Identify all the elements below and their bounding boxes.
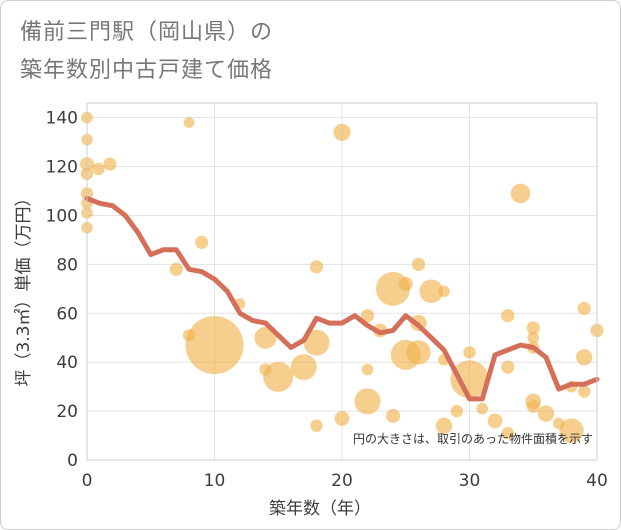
tick-labels: 0 20 40 60 80 100 120 140 0 10 20 30 40 xyxy=(46,109,608,491)
data-bubble xyxy=(463,346,476,359)
data-bubble xyxy=(386,408,400,423)
data-bubble xyxy=(537,405,555,422)
data-bubble xyxy=(435,417,453,434)
data-bubble xyxy=(309,260,324,274)
data-bubble xyxy=(411,257,426,271)
data-bubble xyxy=(559,418,584,443)
chart-title-line2: 築年数別中古戸建て価格 xyxy=(20,58,274,83)
data-bubble xyxy=(406,340,431,365)
data-bubble xyxy=(526,399,540,413)
y-tick-label: 60 xyxy=(56,304,78,324)
data-bubble xyxy=(450,360,489,399)
x-tick-label: 10 xyxy=(204,471,226,491)
y-tick-label: 0 xyxy=(67,451,78,471)
data-bubble xyxy=(310,419,323,432)
data-bubble xyxy=(501,360,515,374)
data-bubble xyxy=(354,388,381,415)
data-bubble xyxy=(398,276,413,291)
trend-line xyxy=(84,195,600,402)
data-bubble xyxy=(450,404,463,418)
y-tick-label: 100 xyxy=(46,206,78,226)
data-bubble xyxy=(185,316,244,375)
x-axis-label: 築年数（年） xyxy=(269,499,371,519)
data-bubble xyxy=(419,279,444,304)
data-bubble xyxy=(254,326,277,349)
data-bubble xyxy=(361,363,374,376)
bubble-layer xyxy=(80,111,604,443)
data-bubble xyxy=(263,361,294,392)
data-bubble xyxy=(103,157,117,171)
x-tick-label: 40 xyxy=(586,471,608,491)
data-bubble xyxy=(501,426,514,440)
chart-title-line1: 備前三門駅（岡山県）の xyxy=(20,20,274,45)
data-bubble xyxy=(334,411,350,426)
data-bubble xyxy=(290,354,317,381)
y-tick-label: 80 xyxy=(56,255,78,275)
data-bubble xyxy=(438,285,450,298)
data-bubble xyxy=(183,117,195,128)
data-bubble xyxy=(476,402,489,415)
data-bubble xyxy=(487,413,503,429)
data-bubble xyxy=(195,235,209,249)
y-axis-label: 坪（3.3㎡）単価（万円） xyxy=(14,189,34,386)
data-bubble xyxy=(333,123,351,141)
data-bubble xyxy=(527,331,540,344)
y-tick-label: 40 xyxy=(56,353,78,373)
data-bubble xyxy=(576,349,593,366)
data-bubble xyxy=(578,385,591,398)
data-bubble xyxy=(92,162,105,176)
x-tick-label: 30 xyxy=(459,471,481,491)
data-bubble xyxy=(526,321,540,335)
data-bubble xyxy=(169,262,183,276)
bubble-size-note: 円の大きさは、取引のあった物件面積を示す xyxy=(353,431,593,446)
y-tick-label: 20 xyxy=(56,402,78,422)
y-tick-label: 120 xyxy=(46,158,78,178)
x-tick-label: 0 xyxy=(82,471,93,491)
data-bubble xyxy=(303,329,330,356)
chart-title: 備前三門駅（岡山県）の 築年数別中古戸建て価格 xyxy=(20,14,273,90)
data-bubble xyxy=(501,309,515,323)
data-bubble xyxy=(577,301,591,315)
y-tick-label: 140 xyxy=(46,109,78,129)
plot-border xyxy=(86,102,598,461)
data-bubble xyxy=(510,183,531,204)
x-tick-label: 20 xyxy=(331,471,353,491)
data-bubble xyxy=(360,309,375,323)
